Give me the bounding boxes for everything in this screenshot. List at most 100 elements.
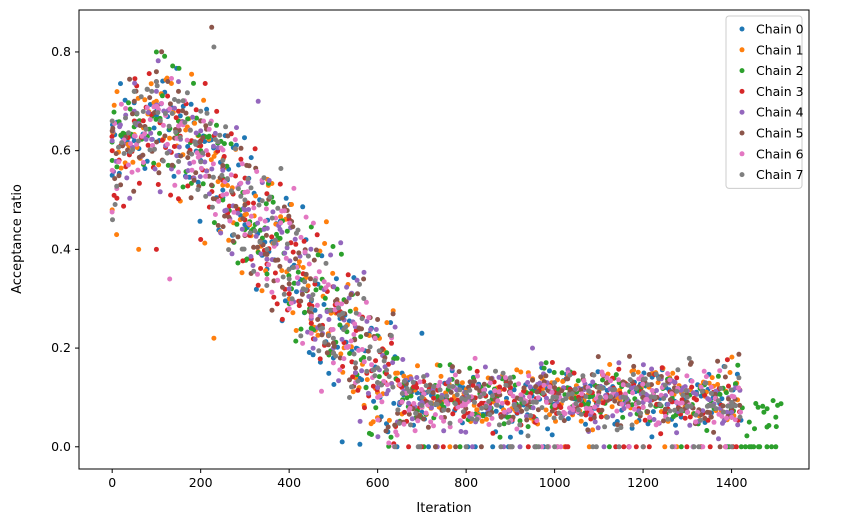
data-point: [507, 434, 513, 440]
data-point: [551, 370, 557, 375]
data-point: [547, 384, 553, 390]
data-point: [262, 218, 268, 224]
data-point: [694, 397, 699, 403]
data-point: [217, 132, 223, 138]
data-point: [140, 152, 146, 158]
data-point: [350, 374, 356, 380]
data-point: [118, 182, 124, 188]
data-point: [716, 436, 721, 442]
data-point: [675, 367, 681, 373]
data-point: [156, 170, 162, 176]
data-point: [463, 444, 469, 450]
data-point: [589, 409, 595, 415]
data-point: [572, 386, 578, 392]
data-point: [724, 415, 730, 421]
data-point: [532, 444, 538, 450]
data-point: [737, 414, 743, 420]
data-point: [394, 355, 400, 361]
data-point: [205, 152, 211, 158]
data-point: [224, 191, 230, 197]
data-point: [171, 173, 177, 179]
data-point: [159, 93, 165, 99]
data-point: [541, 382, 547, 388]
data-point: [579, 391, 585, 397]
data-point: [722, 374, 728, 380]
data-point: [392, 422, 398, 428]
data-point: [333, 276, 339, 282]
data-point: [308, 330, 314, 336]
data-point: [129, 169, 135, 175]
data-point: [517, 418, 523, 424]
data-point: [687, 414, 693, 420]
data-point: [640, 444, 646, 450]
data-point: [114, 195, 120, 201]
data-point: [355, 291, 360, 297]
data-point: [469, 416, 475, 422]
data-point: [406, 444, 412, 450]
legend-label: Chain 7: [756, 167, 804, 182]
data-point: [552, 444, 558, 450]
data-point: [123, 106, 129, 111]
data-point: [563, 395, 569, 401]
data-point: [159, 137, 165, 143]
data-point: [495, 398, 501, 404]
data-point: [203, 173, 208, 179]
data-point: [214, 122, 219, 128]
x-axis-label: Iteration: [416, 501, 471, 516]
data-point: [293, 338, 299, 344]
data-point: [140, 118, 146, 124]
data-point: [549, 432, 555, 438]
data-point: [631, 363, 637, 369]
data-point: [255, 282, 261, 288]
data-point: [337, 367, 343, 373]
data-point: [187, 127, 193, 133]
legend-label: Chain 6: [756, 146, 804, 161]
data-point: [408, 422, 413, 428]
data-point: [284, 241, 290, 247]
data-point: [361, 269, 367, 275]
data-point: [731, 394, 737, 400]
data-point: [646, 444, 652, 450]
data-point: [366, 356, 372, 361]
data-point: [232, 137, 238, 143]
data-point: [370, 383, 376, 389]
data-point: [308, 325, 314, 331]
data-point: [715, 398, 721, 404]
x-tick-label: 600: [366, 475, 390, 490]
data-point: [364, 377, 370, 383]
data-point: [527, 384, 533, 390]
data-point: [770, 398, 776, 404]
data-point: [341, 356, 347, 362]
data-point: [586, 444, 592, 450]
data-point: [210, 174, 216, 180]
data-point: [521, 385, 527, 391]
data-point: [278, 214, 284, 220]
data-point: [580, 373, 586, 379]
data-point: [359, 368, 365, 374]
data-point: [267, 194, 273, 200]
data-point: [648, 402, 653, 408]
data-point: [364, 368, 370, 374]
data-point: [454, 392, 460, 398]
data-point: [392, 324, 398, 330]
y-tick-label: 0.8: [51, 44, 71, 59]
data-point: [715, 382, 721, 387]
data-point: [415, 363, 420, 369]
x-tick-label: 800: [454, 475, 478, 490]
data-point: [474, 407, 480, 413]
data-point: [524, 417, 530, 423]
data-point: [355, 387, 361, 393]
data-point: [206, 173, 212, 179]
data-point: [438, 415, 444, 420]
data-point: [450, 364, 455, 370]
data-point: [149, 136, 155, 142]
data-point: [503, 375, 508, 381]
data-point: [253, 233, 259, 239]
data-point: [742, 444, 748, 450]
data-point: [463, 390, 469, 395]
data-point: [277, 263, 283, 269]
data-point: [204, 106, 210, 112]
data-point: [437, 363, 443, 368]
data-point: [720, 409, 726, 415]
data-point: [621, 406, 627, 411]
